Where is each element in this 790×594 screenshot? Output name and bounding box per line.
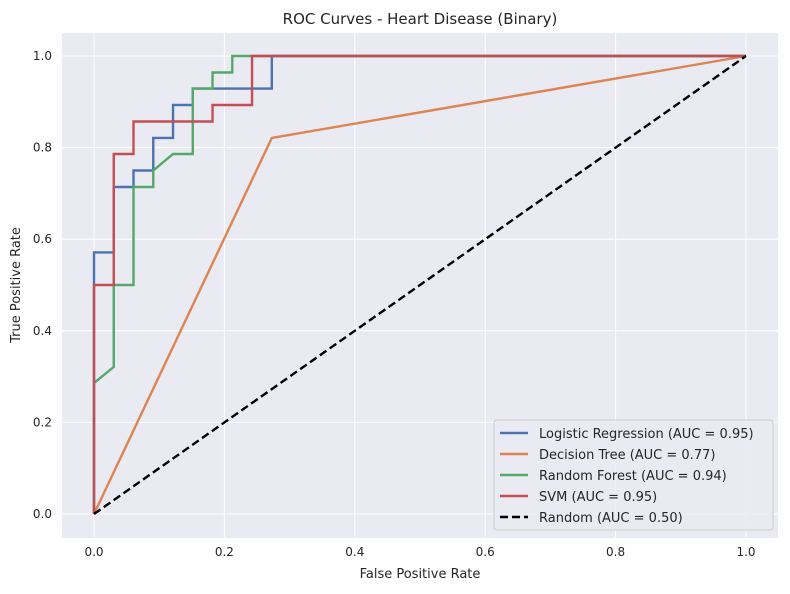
y-tick-label: 0.0: [33, 507, 52, 521]
y-tick-label: 0.6: [33, 232, 52, 246]
x-tick-label: 0.2: [215, 545, 234, 559]
x-tick-label: 0.0: [84, 545, 103, 559]
legend-label: Decision Tree (AUC = 0.77): [539, 448, 715, 463]
series-line-3: [92, 54, 746, 514]
chart-title: ROC Curves - Heart Disease (Binary): [283, 10, 558, 28]
legend-label: SVM (AUC = 0.95): [539, 490, 657, 505]
y-tick-label: 1.0: [33, 49, 52, 63]
x-tick-label: 0.8: [606, 545, 625, 559]
y-tick-label: 0.8: [33, 141, 52, 155]
y-tick-label: 0.4: [33, 324, 52, 338]
legend-label: Random (AUC = 0.50): [539, 511, 683, 526]
series-line-1: [92, 54, 747, 515]
x-tick-label: 1.0: [736, 545, 755, 559]
series-line-4: [93, 55, 747, 515]
legend-label: Logistic Regression (AUC = 0.95): [539, 427, 754, 442]
y-tick-label: 0.2: [33, 415, 52, 429]
x-axis-label: False Positive Rate: [360, 567, 481, 582]
x-tick-label: 0.4: [345, 545, 364, 559]
legend: Logistic Regression (AUC = 0.95) Decision…: [493, 419, 774, 531]
legend-label: Random Forest (AUC = 0.94): [539, 469, 727, 484]
x-tick-label: 0.6: [476, 545, 495, 559]
series-line-2: [92, 54, 746, 514]
y-axis-label: True Positive Rate: [9, 227, 24, 344]
